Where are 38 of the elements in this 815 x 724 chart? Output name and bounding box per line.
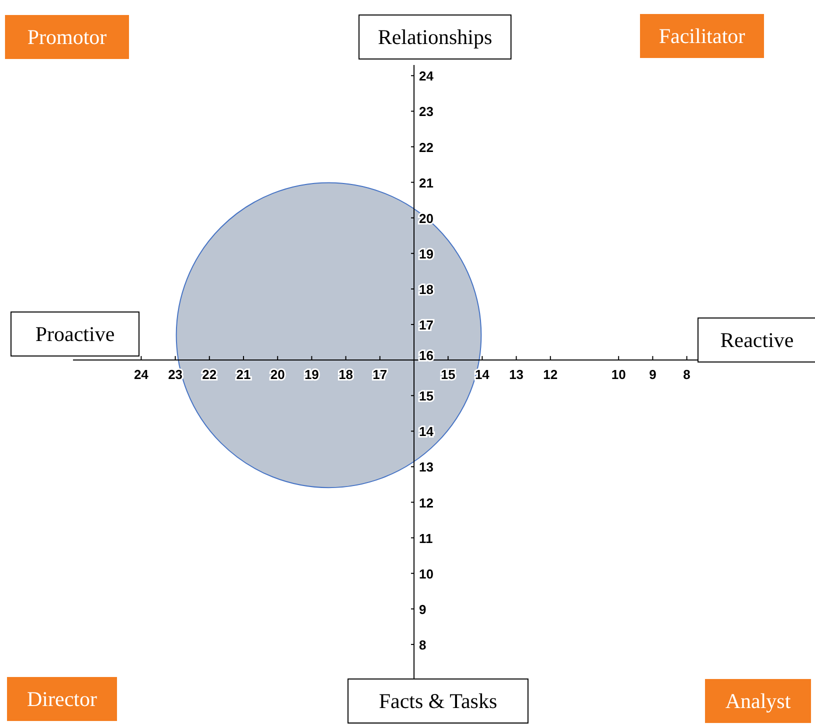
- text: Relationships: [378, 25, 492, 49]
- x-tick-label: 12: [543, 367, 558, 382]
- y-tick-label: 17: [419, 318, 434, 333]
- y-tick-label: 21: [419, 175, 434, 190]
- y-tick-label: 24: [419, 68, 434, 84]
- x-tick-label: 21: [236, 367, 251, 382]
- y-tick-label: 12: [419, 495, 434, 510]
- x-tick-label: 8: [683, 367, 690, 382]
- x-tick-label: 17: [372, 367, 388, 382]
- y-tick-label: 11: [419, 530, 433, 546]
- text: Director: [27, 687, 97, 711]
- x-tick-label: 10: [611, 367, 626, 382]
- y-tick-label: 23: [419, 104, 434, 120]
- x-tick-label: 23: [168, 367, 183, 382]
- y-tick-label: 9: [419, 602, 426, 617]
- annotation: Reactive: [720, 328, 794, 352]
- x-tick-label: 20: [270, 367, 285, 382]
- x-tick-label: 9: [649, 367, 656, 382]
- y-tick-label: 13: [419, 460, 434, 475]
- x-tick-label: 18: [338, 367, 354, 382]
- y-tick-label: 19: [419, 246, 434, 262]
- y-tick-label: 22: [419, 140, 434, 155]
- x-tick-label: 13: [509, 367, 524, 382]
- text: Analyst: [725, 689, 791, 713]
- text: Facts & Tasks: [378, 689, 498, 713]
- x-tick-label: 19: [304, 367, 319, 382]
- y-tick-label: 8: [419, 637, 426, 652]
- text: Facilitator: [658, 24, 746, 48]
- x-tick-label: 22: [202, 367, 217, 382]
- y-tick-label: 15: [419, 388, 434, 404]
- y-tick-label: 14: [419, 424, 434, 440]
- x-tick-label: 24: [134, 367, 150, 382]
- text: Promotor: [27, 25, 107, 49]
- y-tick-label: 18: [419, 282, 434, 297]
- y-tick-label: 10: [419, 566, 434, 582]
- x-tick-label: 15: [440, 367, 456, 382]
- x-tick-label: 14: [474, 367, 490, 382]
- annotation: Proactive: [35, 322, 115, 346]
